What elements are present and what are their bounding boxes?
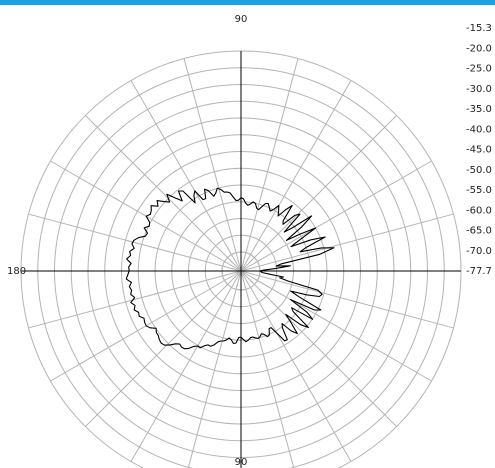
radial-tick-label: -20.0 xyxy=(466,43,492,54)
radial-tick-label: -15.3 xyxy=(466,23,492,34)
angular-grid-line xyxy=(240,270,295,468)
angular-grid-line xyxy=(240,270,352,462)
angular-grid-line xyxy=(240,270,454,329)
radial-tick-label: -77.7 xyxy=(466,266,492,277)
angular-grid-line xyxy=(240,213,454,272)
radial-tick-label: -55.0 xyxy=(466,185,492,196)
angle-label-top: 90 xyxy=(235,14,248,25)
radial-tick-label: -25.0 xyxy=(466,64,492,75)
angular-grid-line xyxy=(240,270,432,382)
window-accent-bar xyxy=(0,0,495,5)
angular-grid-line xyxy=(28,213,242,272)
radiation-pattern-trace xyxy=(125,187,335,350)
angle-label-bottom: 90 xyxy=(235,457,248,468)
angular-grid-line xyxy=(183,58,242,272)
radial-tick-labels: -15.3 -20.0 -25.0 -30.0 -35.0 -40.0 -45.0 -50.0… xyxy=(466,23,492,277)
radial-tick-label: -50.0 xyxy=(466,165,492,176)
angular-grid-line xyxy=(240,160,432,272)
angular-grid-line xyxy=(240,80,352,272)
radial-tick-label: -70.0 xyxy=(466,246,492,257)
chart-axes xyxy=(21,51,461,468)
angular-grid-line xyxy=(28,270,242,329)
trace-layer xyxy=(125,187,335,350)
radial-tick-label: -35.0 xyxy=(466,104,492,115)
angular-grid-line xyxy=(240,58,299,272)
radial-tick-label: -45.0 xyxy=(466,145,492,156)
angular-grid-line xyxy=(85,270,242,427)
radial-tick-label: -30.0 xyxy=(466,84,492,95)
angular-grid-line xyxy=(187,270,242,468)
angle-label-left: 180 xyxy=(7,266,26,277)
radial-tick-label: -60.0 xyxy=(466,205,492,216)
angular-grid-line xyxy=(130,270,242,462)
angular-grid-line xyxy=(240,270,397,427)
angular-grid-line xyxy=(240,115,397,272)
angular-grid xyxy=(28,58,454,468)
angular-grid-line xyxy=(85,115,242,272)
radial-tick-label: -65.0 xyxy=(466,226,492,237)
angular-grid-line xyxy=(130,80,242,272)
radial-tick-label: -40.0 xyxy=(466,124,492,135)
